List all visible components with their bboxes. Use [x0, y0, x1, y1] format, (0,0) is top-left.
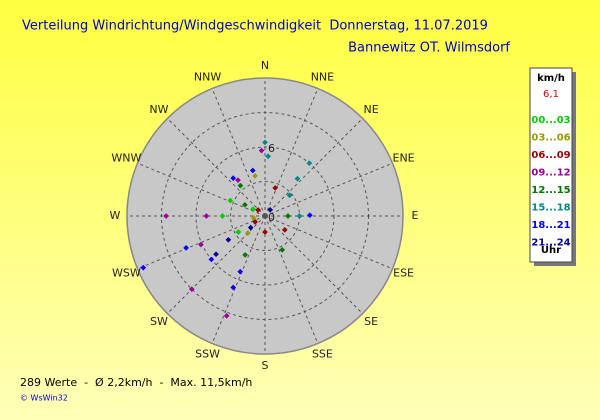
data-point: [279, 246, 286, 253]
data-point: [230, 175, 237, 181]
direction-label: WNW: [111, 152, 141, 165]
direction-label: WSW: [112, 266, 141, 279]
direction-label: SSE: [312, 348, 333, 361]
data-point: [188, 286, 195, 293]
data-point: [285, 213, 291, 219]
legend-footer: Uhr: [541, 245, 561, 256]
data-point: [163, 213, 169, 219]
legend-entry: 15...18: [531, 203, 570, 214]
data-point: [203, 213, 210, 219]
data-point: [208, 256, 215, 263]
spoke: [264, 215, 363, 314]
data-point: [255, 207, 261, 213]
data-point: [272, 185, 279, 191]
direction-label: SW: [150, 315, 168, 328]
direction-label: W: [110, 209, 121, 222]
data-point: [237, 268, 244, 275]
direction-label: S: [262, 359, 269, 372]
data-point: [286, 192, 293, 199]
direction-label: NNW: [194, 70, 221, 83]
data-point: [252, 219, 258, 225]
data-point: [281, 227, 288, 233]
direction-label: SE: [364, 315, 378, 328]
spoke: [167, 118, 266, 217]
direction-label: ESE: [393, 266, 414, 279]
legend-entry: 12...15: [531, 185, 570, 196]
data-point: [183, 245, 189, 251]
summary: 289 Werte - Ø 2,2km/h - Max. 11,5km/h: [20, 376, 252, 389]
data-point: [258, 147, 265, 154]
data-point: [213, 251, 219, 258]
data-point: [265, 153, 271, 160]
spoke: [137, 162, 266, 217]
legend-entry: 03...06: [531, 133, 570, 144]
legend-entry: 21...24: [531, 238, 570, 249]
data-point: [235, 229, 242, 235]
location: Bannewitz OT. Wilmsdorf: [348, 41, 510, 56]
spoke: [264, 88, 319, 217]
data-point: [237, 182, 244, 189]
direction-label: N: [261, 59, 269, 72]
data-point: [296, 213, 303, 219]
data-point: [252, 173, 258, 179]
direction-label: NNE: [311, 70, 334, 83]
data-point: [225, 236, 232, 243]
legend-title: km/h: [537, 73, 565, 84]
credit: © WsWin32: [20, 394, 68, 403]
direction-label: NW: [149, 103, 168, 116]
data-point: [250, 206, 256, 212]
spoke: [264, 215, 319, 344]
spoke: [211, 88, 266, 217]
data-point: [247, 224, 254, 231]
data-point: [262, 139, 268, 146]
data-point: [223, 313, 230, 319]
data-point: [294, 175, 301, 182]
legend-entry: 00...03: [531, 115, 570, 126]
data-point: [140, 264, 147, 271]
data-point: [242, 252, 248, 258]
data-point: [307, 212, 313, 219]
legend-entry: 06...09: [531, 150, 570, 161]
data-point: [235, 177, 241, 184]
legend-entry: 18...21: [531, 220, 570, 231]
data-point: [249, 167, 256, 174]
direction-label: SSW: [195, 348, 220, 361]
legend-box: [529, 67, 573, 263]
data-point: [242, 202, 248, 208]
r-tick-label: 6: [268, 142, 275, 155]
data-point: [219, 213, 226, 219]
data-point: [227, 197, 234, 204]
direction-label: NE: [363, 103, 378, 116]
r-tick-label: 0: [268, 211, 275, 224]
direction-label: E: [412, 209, 419, 222]
direction-label: ENE: [393, 152, 415, 165]
data-point: [306, 160, 313, 166]
spoke: [167, 215, 266, 314]
legend-entry: 09...12: [531, 168, 570, 179]
spoke: [264, 215, 393, 270]
spoke: [264, 162, 393, 217]
data-point: [262, 229, 268, 235]
spoke: [211, 215, 266, 344]
data-point: [267, 207, 274, 213]
title: Verteilung Windrichtung/Windgeschwindigk…: [22, 19, 488, 34]
data-point: [198, 241, 204, 248]
data-point: [230, 284, 237, 291]
current-value: 6,1: [543, 89, 559, 100]
spoke: [264, 118, 363, 217]
data-point: [245, 230, 251, 236]
